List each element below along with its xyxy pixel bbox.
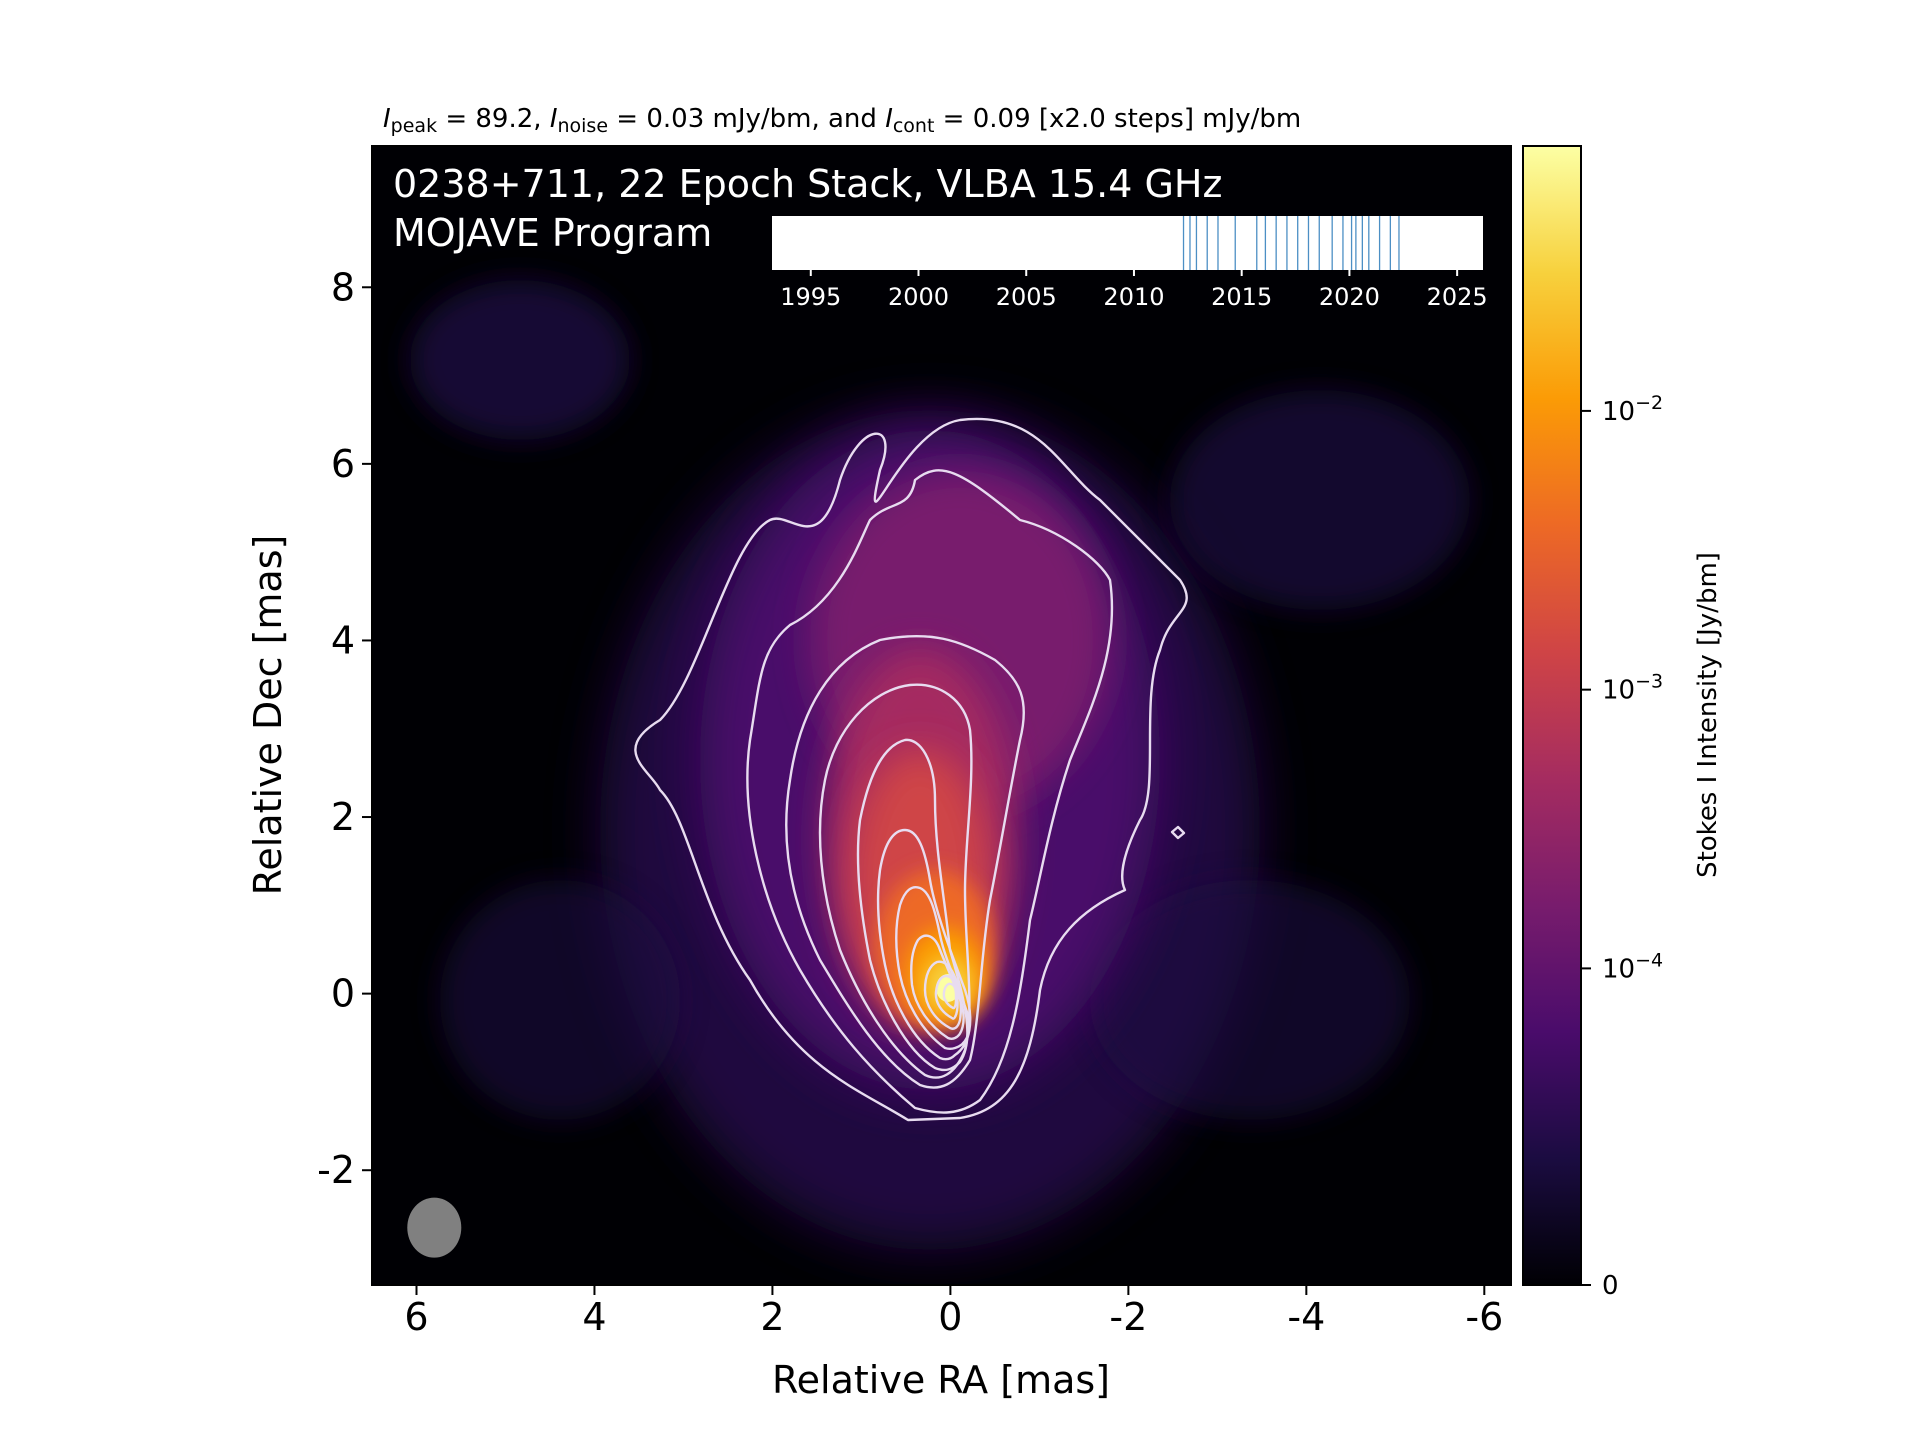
- title-part-8: = 0.09 [x2.0 steps] mJy/bm: [934, 104, 1301, 134]
- halo-noise-2: [1170, 390, 1470, 610]
- contour-level-3: [785, 634, 1025, 1089]
- title-part-0: I: [383, 104, 391, 134]
- colorbar-tick-exponent: −3: [1635, 671, 1663, 693]
- colorbar-tick-base: 10: [1602, 676, 1635, 706]
- epoch-tick-label: 2005: [996, 283, 1057, 311]
- title-part-5: = 0.03 mJy/bm, and: [608, 104, 885, 134]
- contour-level-2: [746, 469, 1114, 1114]
- colorbar-ticks: 10−410−310−20: [1581, 392, 1663, 1301]
- epoch-tick-label: 2025: [1427, 283, 1488, 311]
- colorbar-tick-label: 10−3: [1602, 671, 1663, 706]
- title-part-3: I: [550, 104, 558, 134]
- chart-title: Ipeak = 89.2, Inoise = 0.03 mJy/bm, and …: [383, 104, 1301, 137]
- plot-frame: [371, 145, 1512, 1286]
- x-tick-label: 6: [404, 1295, 428, 1339]
- colorbar-gradient: [1523, 146, 1581, 1285]
- x-tick-label: -6: [1465, 1295, 1503, 1339]
- intensity-map: 0238+711, 22 Epoch Stack, VLBA 15.4 GHz …: [393, 162, 1488, 1258]
- y-tick-label: 2: [331, 795, 355, 839]
- contour-level-4: [818, 683, 973, 1079]
- epoch-tick-label: 1995: [780, 283, 841, 311]
- y-axis: 8 6 4 2 0 -2: [317, 265, 372, 1192]
- colorbar-frame: [1522, 145, 1582, 1286]
- y-tick-label: 0: [331, 972, 355, 1016]
- title-part-7: cont: [893, 115, 935, 137]
- x-axis-label: Relative RA [mas]: [772, 1358, 1110, 1402]
- annotation-line1: 0238+711, 22 Epoch Stack, VLBA 15.4 GHz: [393, 162, 1222, 206]
- y-axis-label: Relative Dec [mas]: [246, 535, 290, 896]
- x-axis: 6 4 2 0 -2 -4 -6: [404, 1285, 1503, 1339]
- x-tick-label: -4: [1287, 1295, 1325, 1339]
- colorbar: 10−410−310−20 Stokes I Intensity [Jy/bm]: [1522, 145, 1723, 1301]
- contour-level-1: [634, 417, 1188, 1122]
- contour-level-7: [895, 886, 971, 1050]
- x-tick-label: 2: [760, 1295, 784, 1339]
- colorbar-tick-base: 10: [1602, 954, 1635, 984]
- contour-level-10: [934, 974, 959, 1020]
- contour-level-11: [942, 982, 958, 1010]
- colorbar-tick-label: 0: [1602, 1271, 1619, 1301]
- colorbar-tick-label: 10−4: [1602, 949, 1663, 984]
- halo-noise-4: [440, 880, 680, 1120]
- colorbar-label: Stokes I Intensity [Jy/bm]: [1693, 552, 1723, 878]
- epoch-tick-label: 2015: [1211, 283, 1272, 311]
- x-tick-label: 0: [938, 1295, 962, 1339]
- epoch-markers: [1182, 216, 1400, 270]
- plot-area: 0238+711, 22 Epoch Stack, VLBA 15.4 GHz …: [371, 145, 1512, 1286]
- x-tick-label: -2: [1109, 1295, 1147, 1339]
- y-tick-label: 6: [331, 442, 355, 486]
- colorbar-tick-label: 10−2: [1602, 392, 1663, 427]
- colorbar-tick-base: 10: [1602, 397, 1635, 427]
- title-part-6: I: [885, 104, 893, 134]
- epoch-tick-label: 2010: [1103, 283, 1164, 311]
- y-tick-label: 8: [331, 265, 355, 309]
- epoch-timeline: 1995 2000 2005 2010 2015 2020 2025: [772, 216, 1488, 311]
- contour-island: [1170, 825, 1186, 840]
- title-part-1: peak: [391, 115, 437, 137]
- colorbar-tick-exponent: −2: [1635, 392, 1663, 414]
- contour-level-8: [910, 934, 965, 1040]
- halo-noise-3: [1090, 880, 1410, 1120]
- x-tick-label: 4: [582, 1295, 606, 1339]
- annotation-line2: MOJAVE Program: [393, 211, 712, 255]
- contour-level-9: [923, 960, 962, 1030]
- y-tick-label: 4: [331, 618, 355, 662]
- epoch-axis: 1995 2000 2005 2010 2015 2020 2025: [780, 270, 1488, 311]
- epoch-tick-label: 2000: [888, 283, 949, 311]
- contour-lines: [634, 417, 1188, 1122]
- contour-level-6: [876, 828, 972, 1061]
- halo-noise-1: [410, 280, 630, 440]
- y-tick-label: -2: [317, 1148, 355, 1192]
- colorbar-tick-exponent: −4: [1635, 949, 1663, 971]
- epoch-tick-label: 2020: [1319, 283, 1380, 311]
- title-part-4: noise: [557, 115, 608, 137]
- beam-ellipse: [407, 1197, 462, 1258]
- title-part-2: = 89.2,: [437, 104, 550, 134]
- contour-level-5: [856, 738, 969, 1072]
- epoch-timeline-box: [772, 216, 1483, 270]
